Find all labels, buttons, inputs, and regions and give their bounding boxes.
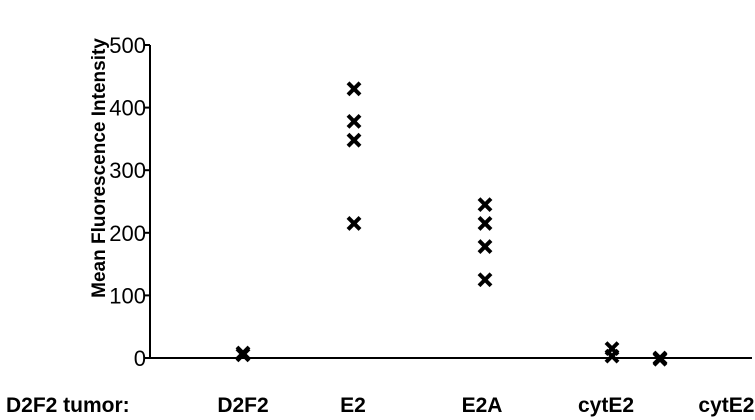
y-tick-label: 300 bbox=[109, 158, 146, 183]
y-tick-label: 100 bbox=[109, 283, 146, 308]
data-point-x-marker bbox=[346, 132, 362, 148]
data-point-x-marker bbox=[235, 345, 251, 361]
marker-stroke bbox=[477, 197, 493, 213]
data-point-x-marker bbox=[477, 197, 493, 213]
y-ticks: 0 100 200 300 400 500 bbox=[109, 33, 150, 371]
data-point-x-marker bbox=[346, 81, 362, 97]
x-category-label: D2F2 bbox=[217, 394, 268, 417]
marker-stroke bbox=[346, 132, 362, 148]
data-point-x-marker bbox=[477, 215, 493, 231]
marker-stroke bbox=[477, 239, 493, 254]
y-tick-label: 500 bbox=[109, 33, 146, 58]
marker-stroke bbox=[346, 81, 362, 97]
data-point-x-marker bbox=[652, 351, 668, 367]
data-point-x-marker bbox=[346, 113, 362, 129]
y-tick-label: 200 bbox=[109, 221, 146, 246]
marker-stroke bbox=[652, 351, 668, 367]
axes bbox=[149, 45, 752, 359]
x-axis-label: D2F2 tumor: bbox=[6, 394, 130, 417]
marker-stroke bbox=[477, 272, 493, 288]
y-tick-label: 400 bbox=[109, 96, 146, 121]
data-point-x-marker bbox=[604, 348, 620, 364]
marker-stroke bbox=[477, 215, 493, 231]
x-category-label: cytE2A bbox=[698, 394, 755, 417]
data-point-x-marker bbox=[477, 272, 493, 288]
y-tick-label: 0 bbox=[134, 346, 146, 371]
data-point-x-marker bbox=[346, 215, 362, 231]
x-categories: D2F2 E2 E2A cytE2 cytE2A bbox=[217, 394, 755, 417]
x-category-label: cytE2 bbox=[578, 394, 634, 417]
data-point-x-marker bbox=[477, 239, 493, 254]
marker-stroke bbox=[346, 113, 362, 129]
marker-stroke bbox=[235, 345, 251, 361]
y-axis-label: Mean Fluorescence Intensity bbox=[89, 38, 110, 298]
x-category-label: E2A bbox=[462, 394, 503, 417]
x-category-label: E2 bbox=[340, 394, 366, 417]
marker-stroke bbox=[346, 215, 362, 231]
marker-stroke bbox=[604, 348, 620, 364]
marks bbox=[235, 81, 668, 367]
